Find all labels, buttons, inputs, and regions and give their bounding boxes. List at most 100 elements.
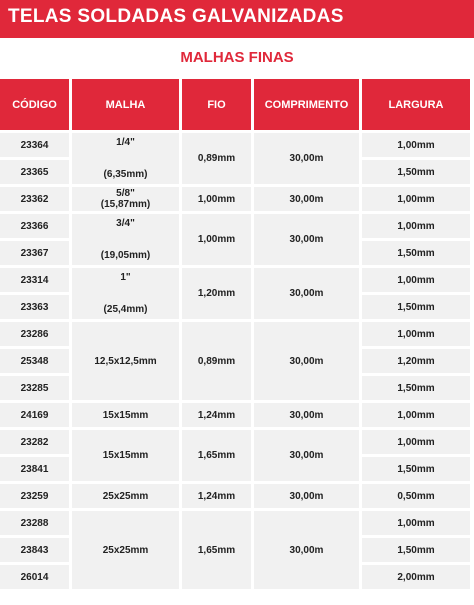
cell-largura: 1,00mm bbox=[362, 430, 470, 454]
cell-codigo: 23364 bbox=[0, 133, 69, 157]
table-body: 23364 1/4" (6,35mm) 0,89mm 30,00m 1,00mm 23365… bbox=[0, 133, 470, 589]
cell-comprimento: 30,00m bbox=[254, 187, 359, 211]
malha-line: (6,35mm) bbox=[103, 169, 148, 180]
cell-comprimento: 30,00m bbox=[254, 484, 359, 508]
cell-malha: 25x25mm bbox=[72, 511, 179, 589]
cell-largura: 1,00mm bbox=[362, 214, 470, 238]
cell-comprimento: 30,00m bbox=[254, 403, 359, 427]
malha-line: 1" bbox=[120, 272, 131, 283]
cell-codigo: 23259 bbox=[0, 484, 69, 508]
table-row: 23314 1" (25,4mm) 1,20mm 30,00m 1,00mm bbox=[0, 268, 470, 319]
header-largura: LARGURA bbox=[362, 79, 470, 130]
table-row: 23841 1,50mm bbox=[0, 457, 470, 481]
cell-largura: 1,00mm bbox=[362, 268, 470, 292]
cell-codigo: 24169 bbox=[0, 403, 69, 427]
table-row: 23367 1,50mm bbox=[0, 241, 470, 265]
cell-largura: 2,00mm bbox=[362, 565, 470, 589]
cell-comprimento: 30,00m bbox=[254, 511, 359, 589]
cell-fio: 1,65mm bbox=[182, 511, 251, 589]
cell-codigo: 23285 bbox=[0, 376, 69, 400]
table-row: 23363 1,50mm bbox=[0, 295, 470, 319]
cell-malha: 15x15mm bbox=[72, 403, 179, 427]
cell-comprimento: 30,00m bbox=[254, 133, 359, 184]
malha-line: 25x25mm bbox=[102, 490, 149, 502]
cell-largura: 1,50mm bbox=[362, 457, 470, 481]
cell-codigo: 23841 bbox=[0, 457, 69, 481]
malha-line: 5/8" bbox=[116, 188, 135, 199]
cell-codigo: 23363 bbox=[0, 295, 69, 319]
cell-malha: 5/8" (15,87mm) bbox=[72, 187, 179, 211]
cell-codigo: 23282 bbox=[0, 430, 69, 454]
malha-line: (19,05mm) bbox=[100, 250, 151, 261]
cell-largura: 1,50mm bbox=[362, 241, 470, 265]
cell-largura: 1,00mm bbox=[362, 511, 470, 535]
table-row: 23288 25x25mm 1,65mm 30,00m 1,00mm bbox=[0, 511, 470, 589]
table-row: 23364 1/4" (6,35mm) 0,89mm 30,00m 1,00mm bbox=[0, 133, 470, 184]
cell-fio: 1,24mm bbox=[182, 484, 251, 508]
cell-codigo: 23366 bbox=[0, 214, 69, 238]
table-row: 23282 15x15mm 1,65mm 30,00m 1,00mm bbox=[0, 430, 470, 481]
cell-fio: 1,00mm bbox=[182, 187, 251, 211]
cell-largura: 1,00mm bbox=[362, 187, 470, 211]
cell-largura: 1,00mm bbox=[362, 403, 470, 427]
malha-line: (15,87mm) bbox=[100, 199, 151, 210]
cell-comprimento: 30,00m bbox=[254, 322, 359, 400]
cell-malha: 15x15mm bbox=[72, 430, 179, 481]
cell-largura: 1,00mm bbox=[362, 322, 470, 346]
cell-malha: 1" (25,4mm) bbox=[72, 268, 179, 319]
malha-line: (25,4mm) bbox=[103, 304, 148, 315]
header-row: CÓDIGO MALHA FIO COMPRIMENTO LARGURA bbox=[0, 79, 470, 130]
table-row: 24169 15x15mm 1,24mm 30,00m 1,00mm bbox=[0, 403, 470, 427]
cell-codigo: 23286 bbox=[0, 322, 69, 346]
cell-malha: 25x25mm bbox=[72, 484, 179, 508]
malha-line: 15x15mm bbox=[102, 450, 149, 461]
malha-line: 1/4" bbox=[116, 137, 135, 148]
malha-line: 15x15mm bbox=[102, 409, 149, 421]
title-bar: TELAS SOLDADAS GALVANIZADAS bbox=[0, 0, 474, 38]
cell-fio: 0,89mm bbox=[182, 322, 251, 400]
table-row: 23259 25x25mm 1,24mm 30,00m 0,50mm bbox=[0, 484, 470, 508]
cell-codigo: 23367 bbox=[0, 241, 69, 265]
table-row: 23365 1,50mm bbox=[0, 160, 470, 184]
table-row: 26014 2,00mm bbox=[0, 565, 470, 589]
table-row: 23286 12,5x12,5mm 0,89mm 30,00m 1,00mm bbox=[0, 322, 470, 400]
cell-fio: 1,24mm bbox=[182, 403, 251, 427]
cell-fio: 0,89mm bbox=[182, 133, 251, 184]
malha-line: 25x25mm bbox=[102, 544, 149, 556]
table-row: 25348 1,20mm bbox=[0, 349, 470, 373]
table-subtitle: MALHAS FINAS bbox=[180, 49, 294, 66]
cell-malha: 3/4" (19,05mm) bbox=[72, 214, 179, 265]
malha-line: 12,5x12,5mm bbox=[94, 355, 157, 367]
table-row: 23285 1,50mm bbox=[0, 376, 470, 400]
cell-codigo: 23314 bbox=[0, 268, 69, 292]
cell-fio: 1,00mm bbox=[182, 214, 251, 265]
header-comprimento: COMPRIMENTO bbox=[254, 79, 359, 130]
cell-comprimento: 30,00m bbox=[254, 430, 359, 481]
cell-fio: 1,65mm bbox=[182, 430, 251, 481]
cell-malha: 12,5x12,5mm bbox=[72, 322, 179, 400]
malha-line: 3/4" bbox=[116, 218, 135, 229]
cell-largura: 1,00mm bbox=[362, 133, 470, 157]
product-table: CÓDIGO MALHA FIO COMPRIMENTO LARGURA 233… bbox=[0, 76, 473, 592]
cell-codigo: 23362 bbox=[0, 187, 69, 211]
cell-largura: 1,50mm bbox=[362, 538, 470, 562]
header-malha: MALHA bbox=[72, 79, 179, 130]
cell-codigo: 23843 bbox=[0, 538, 69, 562]
header-codigo: CÓDIGO bbox=[0, 79, 69, 130]
cell-comprimento: 30,00m bbox=[254, 268, 359, 319]
table-row: 23843 1,50mm bbox=[0, 538, 470, 562]
cell-codigo: 25348 bbox=[0, 349, 69, 373]
cell-malha: 1/4" (6,35mm) bbox=[72, 133, 179, 184]
cell-fio: 1,20mm bbox=[182, 268, 251, 319]
cell-codigo: 23365 bbox=[0, 160, 69, 184]
cell-comprimento: 30,00m bbox=[254, 214, 359, 265]
header-fio: FIO bbox=[182, 79, 251, 130]
cell-largura: 0,50mm bbox=[362, 484, 470, 508]
cell-largura: 1,50mm bbox=[362, 160, 470, 184]
cell-codigo: 26014 bbox=[0, 565, 69, 589]
cell-largura: 1,20mm bbox=[362, 349, 470, 373]
table-row: 23362 5/8" (15,87mm) 1,00mm 30,00m 1,00mm bbox=[0, 187, 470, 211]
page-title: TELAS SOLDADAS GALVANIZADAS bbox=[8, 6, 344, 27]
cell-codigo: 23288 bbox=[0, 511, 69, 535]
cell-largura: 1,50mm bbox=[362, 376, 470, 400]
